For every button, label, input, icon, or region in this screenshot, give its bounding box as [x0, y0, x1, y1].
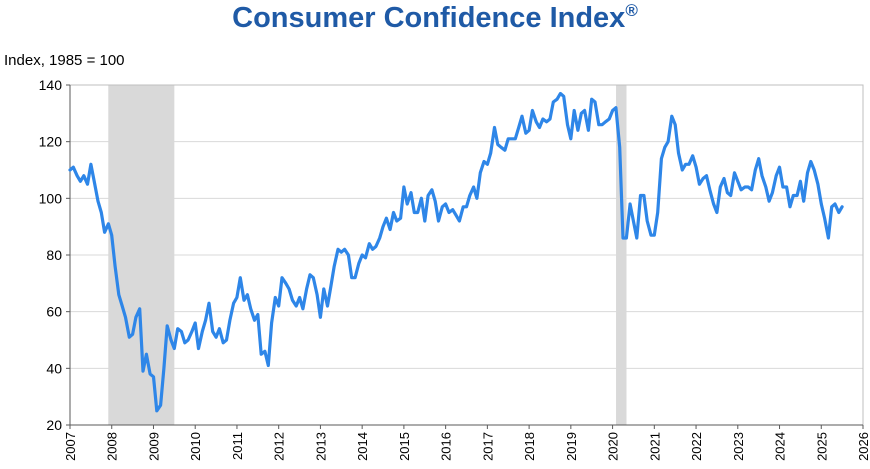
y-tick-label: 120 [39, 134, 63, 150]
x-tick-label: 2026 [856, 432, 870, 461]
x-tick-label: 2008 [105, 432, 120, 461]
y-tick-label: 60 [46, 304, 62, 320]
x-tick-label: 2018 [522, 432, 537, 461]
x-tick-label: 2013 [313, 432, 328, 461]
y-tick-label: 40 [46, 360, 62, 376]
series-line [68, 91, 844, 413]
registered-mark: ® [625, 1, 638, 20]
y-tick-label: 20 [46, 417, 62, 433]
x-tick-label: 2016 [439, 432, 454, 461]
x-tick-label: 2022 [689, 432, 704, 461]
chart-title: Consumer Confidence Index® [232, 1, 638, 34]
x-tick-labels: 2007 2008 2009 2010 2011 2012 2013 2014 2015 2016… [63, 432, 870, 461]
plot-frame [66, 84, 864, 429]
x-tick-label: 2020 [606, 432, 621, 461]
x-tick-label: 2014 [355, 432, 370, 461]
x-tick-label: 2010 [188, 432, 203, 461]
data-series [68, 91, 844, 413]
x-tick-label: 2017 [480, 432, 495, 461]
x-tick-label: 2007 [63, 432, 78, 461]
x-tick-label: 2009 [146, 432, 161, 461]
x-tick-label: 2019 [564, 432, 579, 461]
x-tick-label: 2015 [397, 432, 412, 461]
y-tick-label: 100 [39, 190, 63, 206]
y-axis-label: Index, 1985 = 100 [4, 52, 125, 69]
y-tick-label: 140 [39, 77, 63, 93]
gridlines [70, 141, 863, 369]
x-tick-label: 2011 [230, 432, 245, 460]
y-tick-label: 80 [46, 247, 62, 263]
x-tick-label: 2025 [814, 432, 829, 461]
x-tick-label: 2024 [773, 432, 788, 461]
x-tick-label: 2012 [272, 432, 287, 461]
y-tick-labels: 20 40 60 80 100 120 140 [39, 77, 63, 433]
x-tick-label: 2023 [731, 432, 746, 461]
x-tick-label: 2021 [647, 432, 662, 461]
